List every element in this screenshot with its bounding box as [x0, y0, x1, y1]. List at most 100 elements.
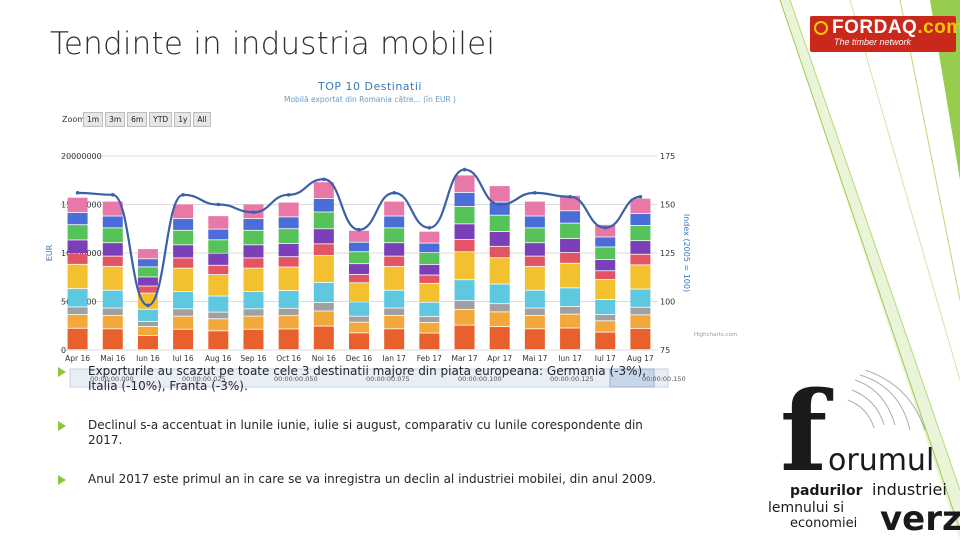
bar-segment — [67, 307, 88, 315]
bar-segment — [595, 237, 616, 247]
bar-segment — [137, 321, 158, 326]
bar-segment — [137, 249, 158, 259]
forum-logo: f orumul padurilor industriei lemnului s… — [768, 370, 960, 539]
index-point — [110, 193, 115, 197]
index-point — [75, 191, 80, 195]
bar-segment — [524, 201, 545, 216]
bar-segment — [137, 286, 158, 293]
bar-segment — [208, 253, 229, 265]
zoom-button-6m[interactable]: 6m — [127, 112, 148, 127]
bar-segment — [67, 314, 88, 328]
y2-axis-title: Index (2005 = 100) — [682, 214, 691, 292]
bar-segment — [419, 231, 440, 243]
bar-segment — [419, 333, 440, 350]
bar-segment — [560, 195, 581, 211]
bar-segment — [278, 202, 299, 217]
bar-segment — [67, 289, 88, 307]
bar-segment — [489, 231, 510, 246]
bar-segment — [243, 291, 264, 309]
bar-segment — [560, 263, 581, 288]
zoom-button-1y[interactable]: 1y — [174, 112, 192, 127]
bar-segment — [524, 329, 545, 350]
bar-segment — [313, 311, 334, 326]
bar-segment — [454, 240, 475, 252]
bar-segment — [349, 252, 369, 264]
bar-segment — [102, 256, 123, 267]
bar-segment — [208, 319, 229, 331]
navigator-label: 00:00:00.075 — [366, 375, 410, 383]
forum-line3: lemnului si — [768, 500, 844, 516]
bar-segment — [489, 246, 510, 258]
bar-segment — [173, 291, 194, 309]
bar-segment — [560, 314, 581, 328]
x-tick-label: Iul 16 — [173, 354, 194, 363]
bar-segment — [173, 230, 194, 245]
x-tick-label: Mar 17 — [451, 354, 477, 363]
bar-segment — [384, 256, 405, 267]
x-tick-label: Iun 17 — [558, 354, 582, 363]
zoom-button-ytd[interactable]: YTD — [149, 112, 173, 127]
bar-segment — [630, 213, 651, 226]
y-tick-label: 0 — [61, 346, 66, 355]
zoom-button-1m[interactable]: 1m — [83, 112, 104, 127]
navigator-label: 00:00:00.000 — [90, 375, 134, 383]
bar-segment — [208, 312, 229, 319]
y-tick-label: 10000000 — [61, 249, 102, 258]
bar-segment — [560, 223, 581, 239]
bar-segment — [278, 308, 299, 316]
bar-segment — [595, 332, 616, 350]
bar-segment — [595, 271, 616, 280]
index-point — [427, 225, 432, 230]
bullet-text: Exporturile au scazut pe toate cele 3 de… — [88, 364, 647, 393]
bar-segment — [137, 309, 158, 321]
bar-segment — [278, 291, 299, 308]
bar-segment — [454, 175, 475, 193]
bar-segment — [384, 290, 405, 308]
y-tick-label: 20000000 — [61, 152, 102, 161]
x-tick-label: Feb 17 — [417, 354, 442, 363]
forum-line4: economiei — [790, 516, 857, 531]
bar-segment — [454, 252, 475, 280]
bar-segment — [313, 198, 334, 212]
bar-segment — [384, 266, 405, 290]
bar-segment — [489, 312, 510, 327]
forum-line1: orumul — [828, 443, 934, 478]
bar-segment — [489, 186, 510, 202]
bar-segment — [454, 192, 475, 207]
bar-segment — [137, 277, 158, 286]
navigator-label: 00:00:00.025 — [182, 375, 226, 383]
bar-segment — [173, 219, 194, 230]
bar-segment — [595, 279, 616, 300]
zoom-button-3m[interactable]: 3m — [105, 112, 126, 127]
bar-segment — [454, 301, 475, 310]
bar-segment — [313, 182, 334, 199]
x-tick-label: Aug 16 — [205, 354, 232, 363]
bar-segment — [208, 331, 229, 350]
bar-segment — [102, 201, 123, 216]
y2-tick-label: 150 — [660, 201, 675, 210]
bar-segment — [560, 328, 581, 350]
bar-segment — [243, 245, 264, 258]
bar-segment — [102, 243, 123, 256]
bar-segment — [560, 238, 581, 253]
bar-segment — [419, 316, 440, 322]
bar-segment — [102, 290, 123, 308]
x-tick-label: Dec 16 — [346, 354, 373, 363]
index-point — [322, 177, 326, 182]
bullet-text: Declinul s-a accentuat in lunile iunie, … — [88, 418, 643, 447]
bar-segment — [630, 241, 651, 254]
bar-segment — [524, 228, 545, 243]
chart-title: TOP 10 Destinatii — [318, 80, 422, 93]
navigator-window — [609, 368, 655, 388]
x-tick-label: Sep 16 — [240, 354, 266, 363]
bar-segment — [67, 240, 88, 254]
bar-segment — [560, 211, 581, 223]
bar-segment — [173, 329, 194, 350]
index-point — [533, 191, 537, 195]
zoom-button-all[interactable]: All — [193, 112, 211, 127]
bar-segment — [524, 308, 545, 316]
bar-segment — [630, 315, 651, 329]
bar-segment — [454, 309, 475, 325]
index-point — [603, 225, 608, 230]
bullet-arrow-icon — [58, 475, 66, 485]
